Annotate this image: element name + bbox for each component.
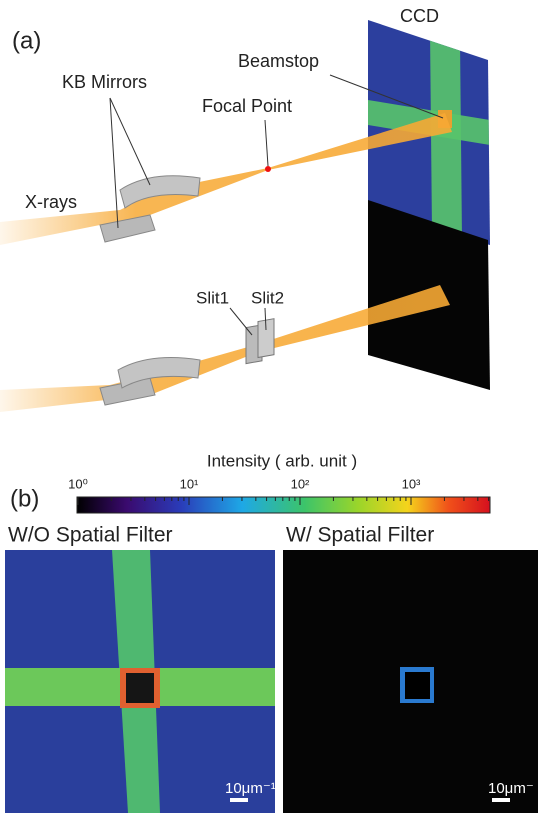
beamstop-shadow xyxy=(405,672,430,699)
label: Beamstop xyxy=(238,51,319,71)
colorbar-tick-label: 10³ xyxy=(402,476,421,491)
label: Focal Point xyxy=(202,96,292,116)
panel-label: (a) xyxy=(12,27,41,54)
figure: (a) CCD Beamstop Focal Point KB Mirrors … xyxy=(0,0,540,813)
label: CCD xyxy=(400,6,439,26)
label: KB Mirrors xyxy=(62,72,147,92)
label: Slit2 xyxy=(251,288,284,307)
scale-bar-label: 10μm⁻ xyxy=(488,780,534,797)
colorbar xyxy=(77,497,490,513)
colorbar-tick-label: 10² xyxy=(291,476,310,491)
page: (a) CCD Beamstop Focal Point KB Mirrors … xyxy=(0,0,540,813)
focal-point xyxy=(265,166,271,172)
image-title: W/O Spatial Filter xyxy=(8,524,173,547)
colorbar-tick-label: 10¹ xyxy=(180,476,199,491)
scale-bar-label: 10μm⁻¹ xyxy=(225,780,276,797)
colorbar-tick-label: 10⁰ xyxy=(68,476,88,491)
label: Slit1 xyxy=(196,288,229,307)
image-title: W/ Spatial Filter xyxy=(286,524,434,547)
label: X-rays xyxy=(25,192,77,212)
scale-bar xyxy=(492,798,510,802)
panel-label: (b) xyxy=(10,485,39,512)
colorbar-title: Intensity ( arb. unit ) xyxy=(207,451,357,470)
scale-bar xyxy=(230,798,248,802)
